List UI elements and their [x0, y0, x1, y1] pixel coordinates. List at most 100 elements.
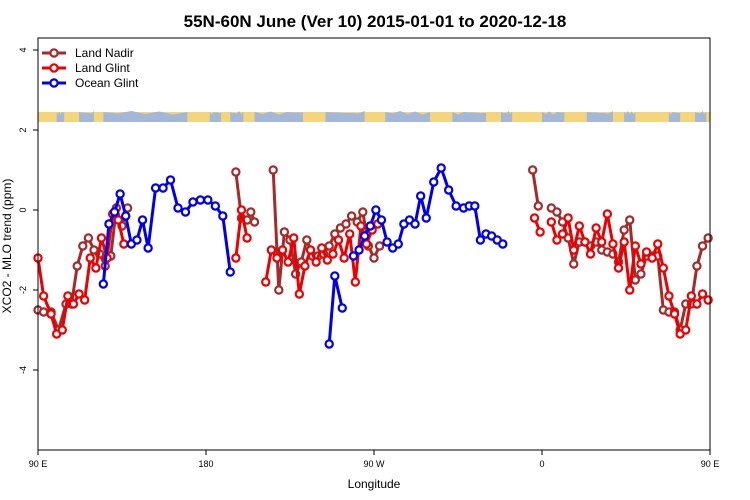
- data-point-land-glint: [345, 229, 355, 239]
- data-point-ocean-glint: [382, 237, 392, 247]
- legend-item-land-nadir: Land Nadir: [42, 46, 134, 60]
- data-point-land-glint: [272, 253, 282, 263]
- data-point-land-nadir: [619, 225, 629, 235]
- data-point-ocean-glint: [188, 197, 198, 207]
- data-point-ocean-glint: [225, 267, 235, 277]
- data-point-ocean-glint: [451, 201, 461, 211]
- data-point-ocean-glint: [359, 231, 370, 241]
- data-point-land-glint: [636, 259, 646, 269]
- data-point-land-glint: [641, 247, 652, 257]
- legend-label: Ocean Glint: [75, 76, 139, 90]
- data-point-land-nadir: [692, 261, 702, 271]
- band-ocean-patch: [103, 111, 188, 122]
- data-point-land-glint: [113, 215, 123, 225]
- data-point-ocean-glint: [365, 221, 375, 231]
- data-point-ocean-glint: [98, 279, 109, 289]
- data-point-ocean-glint: [210, 201, 221, 211]
- series-line-land-nadir: [531, 169, 540, 207]
- data-point-land-glint: [591, 223, 601, 233]
- data-point-land-nadir: [72, 261, 82, 271]
- legend-label: Land Nadir: [75, 46, 134, 60]
- x-axis-label: Longitude: [348, 477, 401, 491]
- y-axis-label: XCO2 - MLO trend (ppm): [0, 179, 14, 314]
- chart-title: 55N-60N June (Ver 10) 2015-01-01 to 2020…: [184, 12, 567, 31]
- data-point-land-glint: [681, 325, 691, 335]
- data-point-ocean-glint: [348, 251, 359, 261]
- legend-item-ocean-glint: Ocean Glint: [42, 76, 139, 90]
- data-point-land-glint: [38, 291, 49, 301]
- y-tick-label: 0: [18, 207, 28, 212]
- data-point-land-nadir: [268, 165, 278, 175]
- data-point-ocean-glint: [180, 207, 191, 217]
- band-ocean-patch: [209, 112, 221, 122]
- data-point-land-glint: [283, 257, 293, 267]
- data-point-ocean-glint: [354, 245, 364, 255]
- data-point-land-nadir: [703, 233, 713, 243]
- data-point-land-nadir: [249, 217, 260, 227]
- data-point-land-glint: [557, 229, 568, 239]
- data-point-land-glint: [585, 249, 596, 259]
- data-point-ocean-glint: [137, 215, 148, 225]
- data-point-ocean-glint: [436, 163, 446, 173]
- data-point-land-glint: [300, 261, 310, 271]
- data-point-land-glint: [79, 295, 90, 305]
- data-point-ocean-glint: [173, 203, 183, 213]
- data-point-land-nadir: [697, 241, 708, 251]
- data-point-ocean-glint: [337, 303, 347, 313]
- band-ocean-patch: [624, 111, 636, 122]
- x-tick-label: 90 E: [701, 459, 720, 469]
- data-point-land-nadir: [527, 165, 538, 175]
- data-point-land-nadir: [552, 207, 562, 217]
- series-line-land-nadir: [37, 206, 130, 332]
- data-point-land-glint: [231, 253, 241, 263]
- data-point-land-glint: [669, 309, 680, 319]
- data-point-ocean-glint: [143, 243, 153, 253]
- data-point-land-nadir: [369, 253, 379, 263]
- data-point-land-glint: [119, 239, 129, 249]
- data-point-land-glint: [602, 209, 613, 219]
- data-point-land-nadir: [324, 241, 334, 251]
- data-point-ocean-glint: [470, 201, 480, 211]
- band-ocean-patch: [586, 111, 613, 122]
- y-tick-label: 2: [18, 127, 28, 132]
- data-point-land-glint: [529, 213, 540, 223]
- legend-item-land-glint: Land Glint: [42, 61, 130, 75]
- data-point-land-nadir: [625, 215, 635, 225]
- y-tick-label: -4: [18, 366, 28, 374]
- data-point-land-glint: [311, 257, 321, 267]
- data-point-land-glint: [630, 241, 641, 251]
- band-ocean-patch: [230, 111, 244, 122]
- y-tick-label: 4: [18, 47, 28, 52]
- legend-swatch-marker: [49, 78, 59, 88]
- band-ocean-patch: [56, 111, 65, 122]
- data-point-land-nadir: [533, 201, 543, 211]
- data-point-land-glint: [266, 245, 277, 255]
- x-tick-label: 90 W: [363, 459, 385, 469]
- data-point-land-glint: [686, 291, 697, 301]
- data-point-land-glint: [305, 245, 316, 255]
- data-point-ocean-glint: [104, 219, 114, 229]
- data-point-land-glint: [68, 299, 79, 309]
- band-ocean-patch: [385, 111, 430, 122]
- data-point-land-nadir: [346, 211, 357, 221]
- x-tick-label: 0: [539, 459, 544, 469]
- data-point-land-glint: [597, 237, 607, 247]
- data-point-land-glint: [350, 277, 361, 287]
- data-point-land-nadir: [78, 241, 88, 251]
- band-ocean-patch: [695, 111, 707, 122]
- legend-swatch-marker: [49, 63, 59, 73]
- x-tick-label: 90 E: [29, 459, 48, 469]
- data-point-ocean-glint: [121, 211, 131, 221]
- data-point-land-nadir: [374, 241, 385, 251]
- data-point-land-glint: [653, 239, 663, 249]
- data-point-land-glint: [613, 263, 624, 273]
- data-point-land-glint: [57, 325, 67, 335]
- data-point-ocean-glint: [324, 339, 334, 349]
- data-point-ocean-glint: [376, 215, 387, 225]
- data-point-land-glint: [535, 227, 545, 237]
- x-axis: 90 E 180 90 W 0 90 E: [29, 450, 720, 469]
- band-land: [38, 112, 710, 122]
- band-ocean-patch: [325, 111, 365, 122]
- data-point-ocean-glint: [150, 183, 161, 193]
